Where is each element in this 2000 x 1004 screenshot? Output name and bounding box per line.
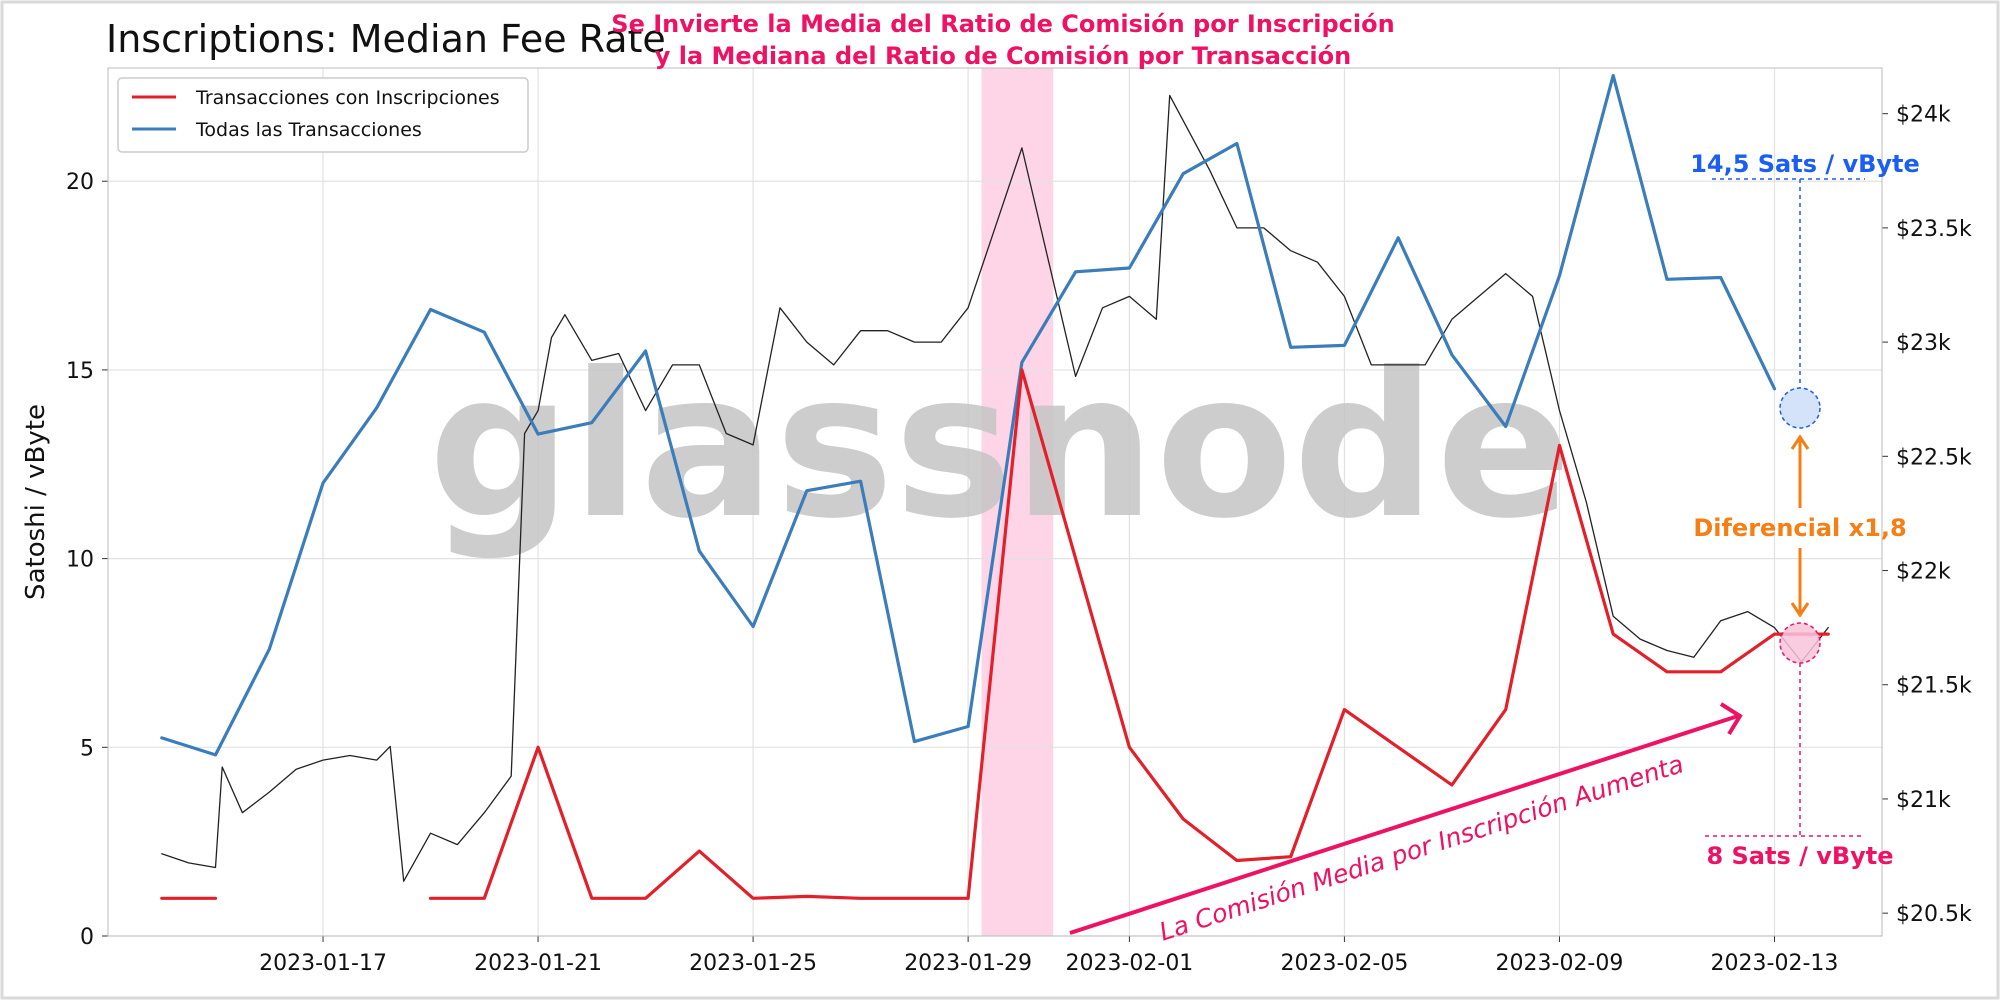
annotation-bottom-circle: [1779, 622, 1821, 664]
plot-frame: [107, 67, 1883, 937]
annotation-difference: Diferencial x1,8: [1693, 514, 1906, 542]
legend-label-all: Todas las Transacciones: [195, 119, 422, 141]
x-tick-label: 2023-01-17: [259, 951, 387, 976]
x-tick-label: 2023-02-09: [1496, 951, 1624, 976]
x-tick-label: 2023-01-21: [474, 951, 602, 976]
legend: Transacciones con Inscripciones Todas la…: [117, 77, 529, 153]
y-tick-label-left: 0: [80, 925, 94, 950]
series-line-btc-price: [161, 94, 1829, 882]
annotation-diff-arrowhead-down: [1790, 602, 1810, 618]
y-tick-label-right: $20.5k: [1896, 902, 1972, 927]
y-tick-label-right: $23.5k: [1896, 217, 1972, 242]
x-tick-label: 2023-01-29: [904, 951, 1032, 976]
subtitle-line-2: y la Mediana del Ratio de Comisión por T…: [655, 42, 1351, 70]
y-tick-label-right: $21.5k: [1896, 674, 1972, 699]
annotation-bottom-value: 8 Sats / vByte: [1706, 842, 1893, 870]
y-tick-label-left: 5: [80, 736, 94, 761]
y-tick-label-right: $21k: [1896, 788, 1951, 813]
annotation-diff-arrowhead-up: [1790, 434, 1810, 450]
series-line-all-transactions: [160, 73, 1777, 757]
x-tick-label: 2023-01-25: [689, 951, 817, 976]
y-tick-label-left: 10: [66, 548, 94, 573]
y-tick-label-left: 15: [66, 359, 94, 384]
y-axis-label-left: Satoshi / vByte: [21, 404, 51, 600]
series-line-inscriptions: [160, 368, 1830, 900]
y-tick-label-right: $24k: [1896, 103, 1951, 128]
annotation-trend-arrow: [1069, 714, 1739, 935]
x-tick-label: 2023-02-05: [1280, 951, 1408, 976]
annotation-top-circle: [1779, 387, 1821, 429]
y-tick-label-right: $23k: [1896, 331, 1951, 356]
subtitle-line-1: Se Invierte la Media del Ratio de Comisi…: [611, 10, 1394, 38]
y-tick-label-left: 20: [66, 170, 94, 195]
y-tick-label-right: $22.5k: [1896, 445, 1972, 470]
x-tick-label: 2023-02-13: [1711, 951, 1839, 976]
annotation-trend-arrowhead: [1719, 702, 1743, 736]
y-tick-label-right: $22k: [1896, 560, 1951, 585]
watermark: glassnode: [428, 330, 1571, 563]
annotation-top-value: 14,5 Sats / vByte: [1690, 150, 1920, 178]
x-tick-label: 2023-02-01: [1065, 951, 1193, 976]
highlight-band: [981, 68, 1054, 936]
legend-box: [117, 77, 529, 153]
legend-label-inscriptions: Transacciones con Inscripciones: [195, 87, 500, 109]
chart-title: Inscriptions: Median Fee Rate: [106, 17, 666, 61]
